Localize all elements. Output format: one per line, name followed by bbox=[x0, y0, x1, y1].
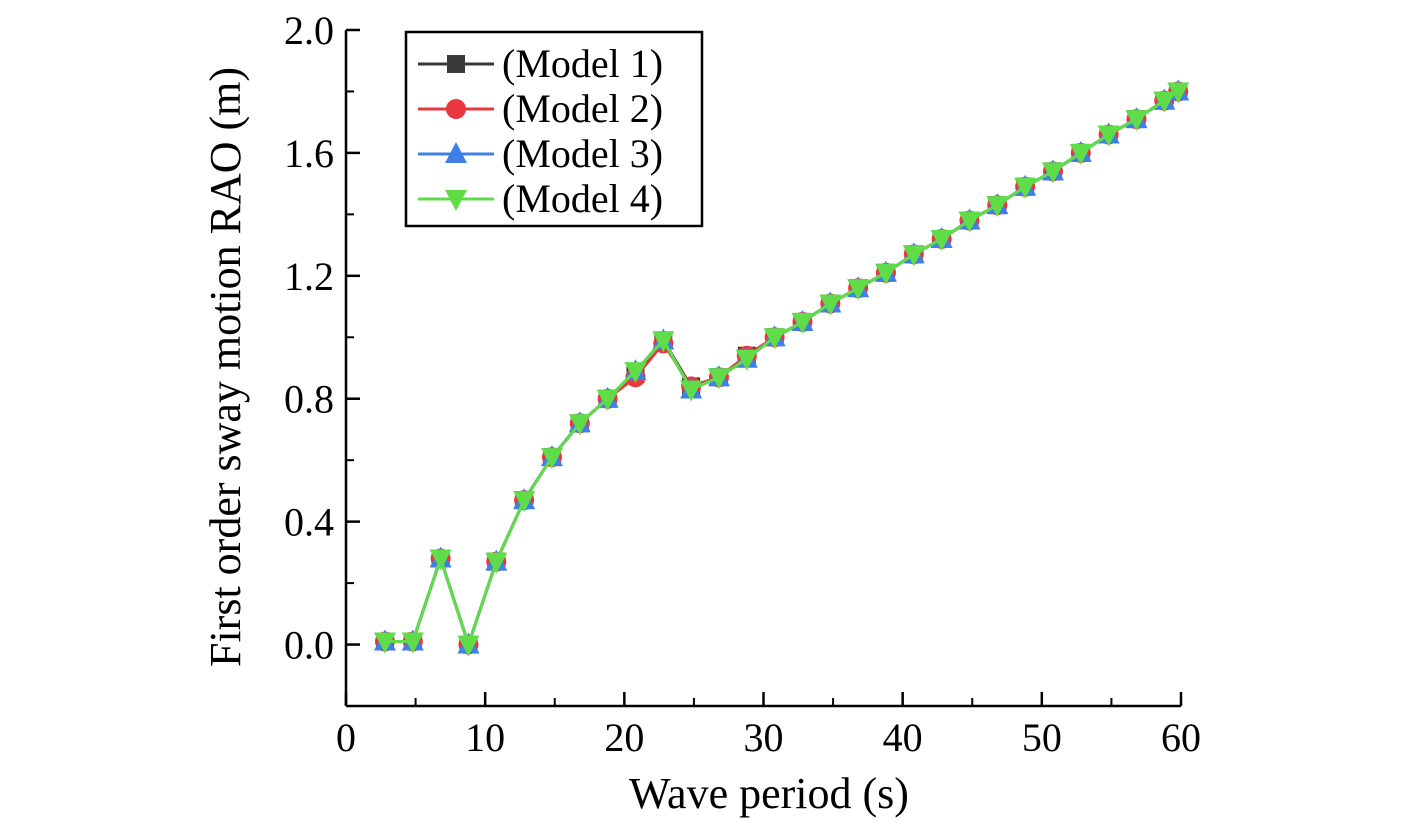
y-tick-label: 2.0 bbox=[284, 8, 334, 53]
x-tick-label: 10 bbox=[465, 715, 505, 760]
legend-item: (Model 1) bbox=[418, 41, 663, 86]
data-point bbox=[874, 263, 897, 285]
legend-item: (Model 2) bbox=[418, 86, 663, 131]
data-point bbox=[457, 635, 480, 657]
data-point bbox=[485, 552, 508, 574]
data-point bbox=[1069, 143, 1092, 165]
data-point bbox=[1153, 91, 1176, 113]
data-point bbox=[596, 389, 619, 411]
axes: 0 10 20 30 40 50 60 0.0 0.4 0.8 1.2 1.6 2.0 bbox=[284, 8, 1201, 760]
legend-marker bbox=[445, 190, 467, 211]
data-point bbox=[1097, 125, 1120, 147]
data-point bbox=[1014, 177, 1037, 199]
x-tick-label: 20 bbox=[604, 715, 644, 760]
data-point bbox=[763, 328, 786, 350]
data-point bbox=[847, 279, 870, 301]
data-point bbox=[902, 245, 925, 267]
x-tick-label: 40 bbox=[883, 715, 923, 760]
series-4 bbox=[373, 82, 1190, 657]
legend-label: (Model 2) bbox=[502, 86, 663, 131]
y-tick-label: 1.6 bbox=[284, 131, 334, 176]
legend: (Model 1)(Model 2)(Model 3)(Model 4) bbox=[404, 30, 704, 228]
data-point bbox=[680, 380, 703, 402]
data-point bbox=[958, 211, 981, 233]
legend-label: (Model 3) bbox=[502, 131, 663, 176]
y-tick-label: 0.0 bbox=[284, 623, 334, 668]
data-point bbox=[540, 448, 563, 470]
data-point bbox=[819, 294, 842, 316]
data-point bbox=[986, 196, 1009, 218]
x-tick-label: 60 bbox=[1161, 715, 1201, 760]
legend-marker bbox=[447, 55, 465, 73]
data-point bbox=[373, 632, 396, 654]
data-point bbox=[513, 491, 536, 513]
x-tick-label: 50 bbox=[1022, 715, 1062, 760]
legend-marker bbox=[445, 142, 467, 163]
data-point bbox=[568, 414, 591, 436]
plot-area bbox=[373, 79, 1190, 657]
data-point bbox=[1125, 110, 1148, 132]
legend-label: (Model 1) bbox=[502, 41, 663, 86]
legend-item: (Model 3) bbox=[418, 131, 663, 176]
data-point bbox=[1041, 162, 1064, 184]
data-point bbox=[429, 549, 452, 571]
x-tick-label: 0 bbox=[336, 715, 356, 760]
legend-marker bbox=[446, 99, 466, 119]
legend-item: (Model 4) bbox=[418, 176, 663, 221]
data-point bbox=[930, 229, 953, 251]
y-tick-label: 1.2 bbox=[284, 254, 334, 299]
data-point bbox=[652, 331, 675, 353]
data-point bbox=[791, 312, 814, 334]
data-point bbox=[1167, 82, 1190, 104]
x-axis-title: Wave period (s) bbox=[629, 769, 909, 818]
x-tick-label: 30 bbox=[744, 715, 784, 760]
data-point bbox=[624, 362, 647, 384]
y-axis-title: First order sway motion RAO (m) bbox=[201, 67, 250, 667]
data-point bbox=[707, 368, 730, 390]
y-tick-label: 0.4 bbox=[284, 500, 334, 545]
y-tick-label: 0.8 bbox=[284, 377, 334, 422]
data-point bbox=[401, 632, 424, 654]
legend-label: (Model 4) bbox=[502, 176, 663, 221]
data-point bbox=[735, 349, 758, 371]
